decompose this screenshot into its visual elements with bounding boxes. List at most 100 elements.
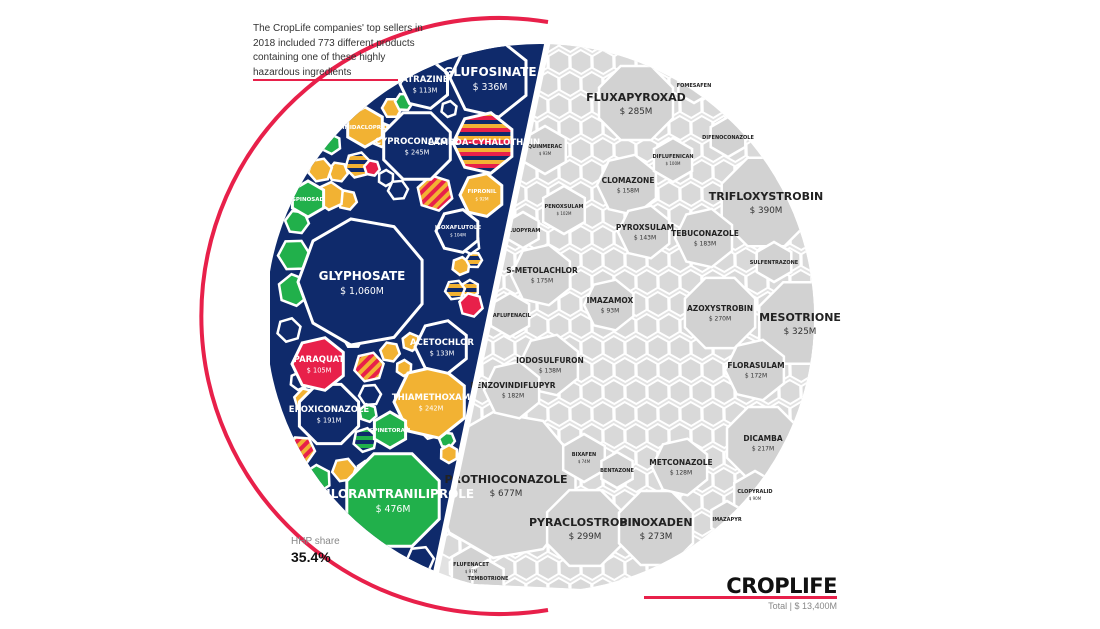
value-azoxystrobin: $ 270M: [709, 316, 731, 323]
label-s-metolachlor: S-METOLACHLOR: [506, 266, 578, 275]
other-minor-cell-267: [679, 356, 703, 384]
other-minor-cell-264: [613, 356, 637, 384]
label-lambda-cyhalothrin: LAMBDA-CYHALOTHRIN: [428, 138, 540, 148]
label-dicamba: DICAMBA: [743, 434, 783, 443]
label-clomazone: CLOMAZONE: [602, 176, 655, 185]
other-minor-cell-8: [602, 44, 626, 54]
other-minor-cell-57: [547, 92, 571, 120]
other-minor-cell-246: [602, 334, 626, 362]
value-clomazone: $ 158M: [617, 188, 639, 195]
other-minor-cell-289: [800, 378, 814, 406]
value-glyphosate: $ 1,060M: [340, 286, 384, 297]
other-minor-cell-390: [778, 510, 802, 538]
label-tebuconazole: TEBUCONAZOLE: [671, 229, 739, 238]
other-minor-cell-12: [690, 44, 714, 54]
value-s-metolachlor: $ 175M: [531, 278, 553, 285]
label-pyroxsulam: PYROXSULAM: [616, 223, 674, 232]
other-minor-cell-16: [778, 44, 802, 54]
value-prothioconazole: $ 677M: [490, 489, 523, 499]
brand-title: CROPLIFE: [726, 574, 837, 598]
other-minor-cell-266: [657, 356, 681, 384]
hhp-cell-paraquat: [290, 336, 345, 392]
other-minor-cell-420: [690, 554, 714, 582]
other-minor-cell-66: [745, 92, 769, 120]
other-minor-cell-51: [800, 70, 814, 98]
other-cell-bixafen: [561, 432, 607, 484]
other-minor-cell-241: [492, 334, 516, 362]
other-minor-cell-30: [701, 48, 725, 76]
other-cell-dicamba: [725, 405, 801, 481]
other-minor-cell-279: [580, 378, 604, 406]
other-minor-cell-28: [657, 48, 681, 76]
label-acetochlor: ACETOCHLOR: [410, 338, 474, 348]
other-cell-s-metolachlor: [509, 243, 572, 307]
label-spinetoram: SPINETORAM: [370, 428, 411, 434]
other-minor-cell-13: [712, 44, 736, 54]
label-mesotrione: MESOTRIONE: [759, 311, 841, 324]
other-minor-cell-198: [657, 268, 681, 296]
value-epoxiconazole: $ 191M: [317, 417, 342, 425]
value-metconazole: $ 128M: [670, 470, 692, 477]
value-iodosulfuron: $ 138M: [539, 368, 561, 375]
label-cyproconazole: CYPROCONAZOLE: [375, 137, 459, 147]
other-minor-cell-297: [591, 400, 615, 428]
brand-rule: [644, 596, 837, 599]
value-trifloxystrobin: $ 390M: [750, 206, 783, 216]
other-minor-cell-298: [613, 400, 637, 428]
hhp-minor-cell-6: [386, 179, 410, 201]
other-minor-cell-83: [756, 114, 780, 142]
other-minor-cell-31: [723, 48, 747, 76]
hhp-minor-cell-11: [306, 157, 334, 183]
label-glufosinate: GLUFOSINATE: [443, 65, 536, 79]
hhp-share-label: HHP share: [291, 536, 340, 547]
other-minor-cell-430: [525, 576, 549, 592]
label-fluopyram: FLUOPYRAM: [506, 228, 541, 234]
value-chlorantraniliprole: $ 476M: [376, 504, 411, 515]
label-quinmerac: QUINMERAC: [528, 144, 562, 150]
other-minor-cell-232: [657, 312, 681, 340]
other-minor-cell-282: [646, 378, 670, 406]
value-penoxsulam: $ 102M: [557, 211, 572, 216]
value-bixafen: $ 74M: [578, 459, 591, 464]
label-atrazine: ATRAZINE: [401, 75, 448, 85]
value-acetochlor: $ 133M: [430, 350, 455, 358]
label-imidacloprid: IMIDACLOPRID: [342, 125, 388, 131]
value-fipronil: $ 92M: [475, 197, 489, 203]
value-pyroxsulam: $ 143M: [634, 235, 656, 242]
other-minor-cell-187: [800, 246, 814, 274]
label-thiamethoxam: THIAMETHOXAM: [392, 393, 470, 403]
label-azoxystrobin: AZOXYSTROBIN: [687, 304, 753, 313]
other-minor-cell-299: [635, 400, 659, 428]
other-minor-cell-33: [767, 48, 791, 76]
hhp-share-value: 35.4%: [291, 549, 331, 565]
hhp-minor-cell-19: [443, 279, 467, 301]
value-isoxaflutole: $ 104M: [450, 233, 466, 239]
value-cyproconazole: $ 245M: [405, 149, 430, 157]
value-imazamox: $ 93M: [601, 308, 620, 315]
hhp-minor-cell-20: [458, 292, 484, 318]
label-clopyralid: CLOPYRALID: [737, 489, 772, 495]
other-minor-cell-40: [558, 70, 582, 98]
value-florasulam: $ 172M: [745, 373, 767, 380]
other-minor-cell-434: [613, 576, 637, 592]
other-minor-cell-49: [756, 70, 780, 98]
other-minor-cell-408: [789, 532, 813, 560]
hhp-minor-cell-39: [439, 443, 459, 465]
other-minor-cell-25: [591, 48, 615, 76]
other-minor-cell-67: [767, 92, 791, 120]
other-minor-cell-280: [602, 378, 626, 406]
other-minor-cell-323: [800, 422, 814, 450]
other-minor-cell-388: [734, 510, 758, 538]
other-minor-cell-50: [778, 70, 802, 98]
other-minor-cell-404: [701, 532, 725, 560]
value-flufenacet: $ 97M: [465, 569, 478, 574]
other-minor-cell-32: [745, 48, 769, 76]
value-pinoxaden: $ 273M: [640, 532, 673, 542]
label-benzovindiflupyr: BENZOVINDIFLUPYR: [470, 381, 555, 390]
other-minor-cell-284: [690, 378, 714, 406]
other-minor-cell-407: [767, 532, 791, 560]
other-minor-cell-114: [690, 158, 714, 186]
label-tembotrione: TEMBOTRIONE: [468, 576, 509, 582]
other-cell-clopyralid: [732, 469, 778, 521]
other-cell-metconazole: [650, 437, 709, 497]
